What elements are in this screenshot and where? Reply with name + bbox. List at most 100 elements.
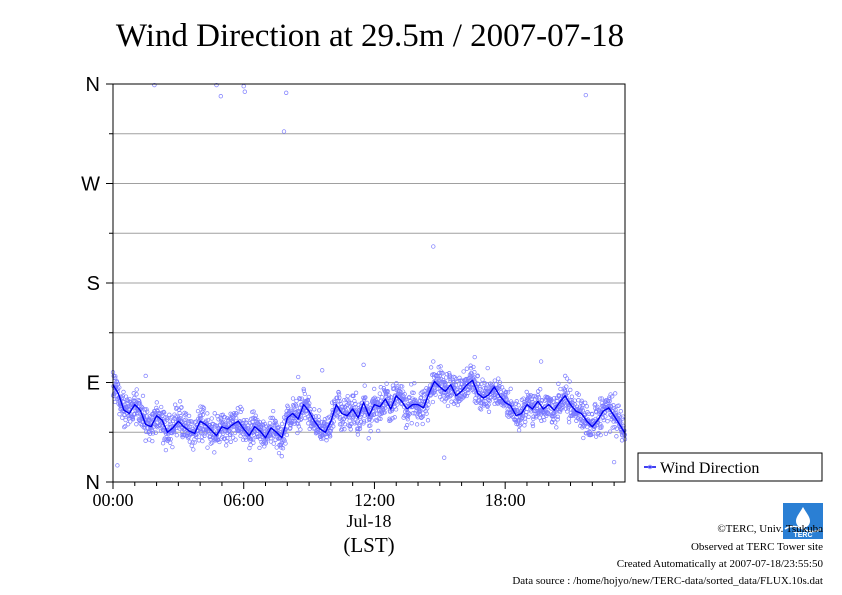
scatter-point <box>179 405 184 410</box>
scatter-point <box>478 407 484 412</box>
scatter-point <box>613 391 618 396</box>
scatter-point <box>242 89 247 94</box>
scatter-point <box>150 438 155 444</box>
scatter-point <box>139 404 144 409</box>
scatter-point <box>201 406 207 411</box>
scatter-point <box>381 403 387 408</box>
scatter-point <box>291 403 296 408</box>
scatter-point <box>282 438 287 443</box>
scatter-point <box>202 433 207 438</box>
scatter-point <box>353 390 359 395</box>
scatter-point <box>374 418 380 424</box>
x-date-label: Jul-18 <box>347 511 392 531</box>
scatter-point <box>424 411 429 416</box>
scatter-point <box>251 437 256 442</box>
scatter-point <box>218 94 223 99</box>
scatter-point <box>376 428 381 434</box>
scatter-point <box>508 386 513 391</box>
y-tick-label: N <box>86 74 100 96</box>
copyright-text: ©TERC, Univ. Tsukuba <box>717 523 823 535</box>
scatter-point <box>162 410 167 415</box>
scatter-point <box>603 414 608 419</box>
scatter-point <box>409 421 414 426</box>
scatter-point <box>467 384 472 390</box>
scatter-point <box>539 418 544 423</box>
scatter-point <box>248 457 253 463</box>
scatter-point <box>182 433 187 438</box>
scatter-point <box>147 418 152 424</box>
scatter-point <box>263 440 269 445</box>
scatter-point <box>251 409 256 414</box>
scatter-point <box>464 366 470 371</box>
scatter-point <box>183 411 189 416</box>
scatter-point <box>348 427 353 432</box>
scatter-point <box>280 446 286 451</box>
scatter-point <box>599 424 604 429</box>
scatter-point <box>117 412 122 417</box>
scatter-point <box>583 400 588 405</box>
scatter-point <box>453 383 459 388</box>
data-source-text: Data source : /home/hojyo/new/TERC-data/… <box>512 575 823 587</box>
scatter-point <box>584 404 589 409</box>
scatter-point <box>357 423 362 429</box>
scatter-point <box>514 399 519 404</box>
scatter-point <box>406 410 411 416</box>
scatter-point <box>218 417 224 422</box>
x-axis-ticks: 00:00 06:00 12:00 18:00 <box>92 482 615 510</box>
scatter-point <box>312 407 317 412</box>
scatter-point <box>331 419 336 424</box>
scatter-point <box>530 423 536 429</box>
scatter-point <box>538 359 544 364</box>
scatter-point <box>198 430 204 435</box>
scatter-point <box>281 129 287 134</box>
scatter-point <box>279 454 284 459</box>
scatter-point <box>324 438 329 443</box>
scatter-point <box>522 423 527 428</box>
scatter-point <box>456 399 462 404</box>
scatter-point <box>361 362 366 367</box>
scatter-point <box>436 376 442 381</box>
scatter-point <box>516 428 522 433</box>
scatter-point <box>457 375 462 380</box>
scatter-point <box>178 416 183 421</box>
scatter-point <box>244 418 249 423</box>
scatter-point <box>284 90 289 95</box>
scatter-point <box>492 378 497 383</box>
scatter-point <box>175 425 180 431</box>
scatter-point <box>142 407 148 412</box>
logo-text: TERC <box>793 532 812 539</box>
scatter-point <box>407 394 412 400</box>
scatter-point <box>302 415 308 421</box>
scatter-point <box>411 390 416 396</box>
scatter-point <box>538 387 543 392</box>
scatter-point <box>352 421 357 426</box>
scatter-point <box>131 398 137 403</box>
scatter-point <box>590 431 595 437</box>
scatter-point <box>134 387 139 392</box>
scatter-point <box>166 436 172 442</box>
scatter-point <box>410 411 416 416</box>
scatter-point <box>297 396 302 401</box>
scatter-point <box>448 374 453 379</box>
scatter-point <box>270 415 275 421</box>
scatter-point <box>564 395 569 400</box>
scatter-point <box>167 412 172 417</box>
scatter-point <box>183 417 188 422</box>
scatter-point <box>403 425 409 430</box>
water-drop-icon <box>796 507 810 528</box>
y-axis-ticks: N E S W N <box>81 74 113 494</box>
scatter-point <box>234 415 239 421</box>
scatter-point <box>412 380 417 386</box>
wind-direction-line <box>112 379 626 439</box>
scatter-point <box>530 421 535 426</box>
scatter-point <box>200 438 205 444</box>
scatter-point <box>250 416 256 421</box>
scatter-point <box>497 380 503 385</box>
scatter-point <box>122 424 127 430</box>
series-line <box>112 379 626 439</box>
scatter-point <box>260 422 265 427</box>
scatter-point <box>271 441 276 446</box>
scatter-point <box>449 390 454 395</box>
scatter-point <box>426 402 431 407</box>
scatter-point <box>523 419 528 424</box>
